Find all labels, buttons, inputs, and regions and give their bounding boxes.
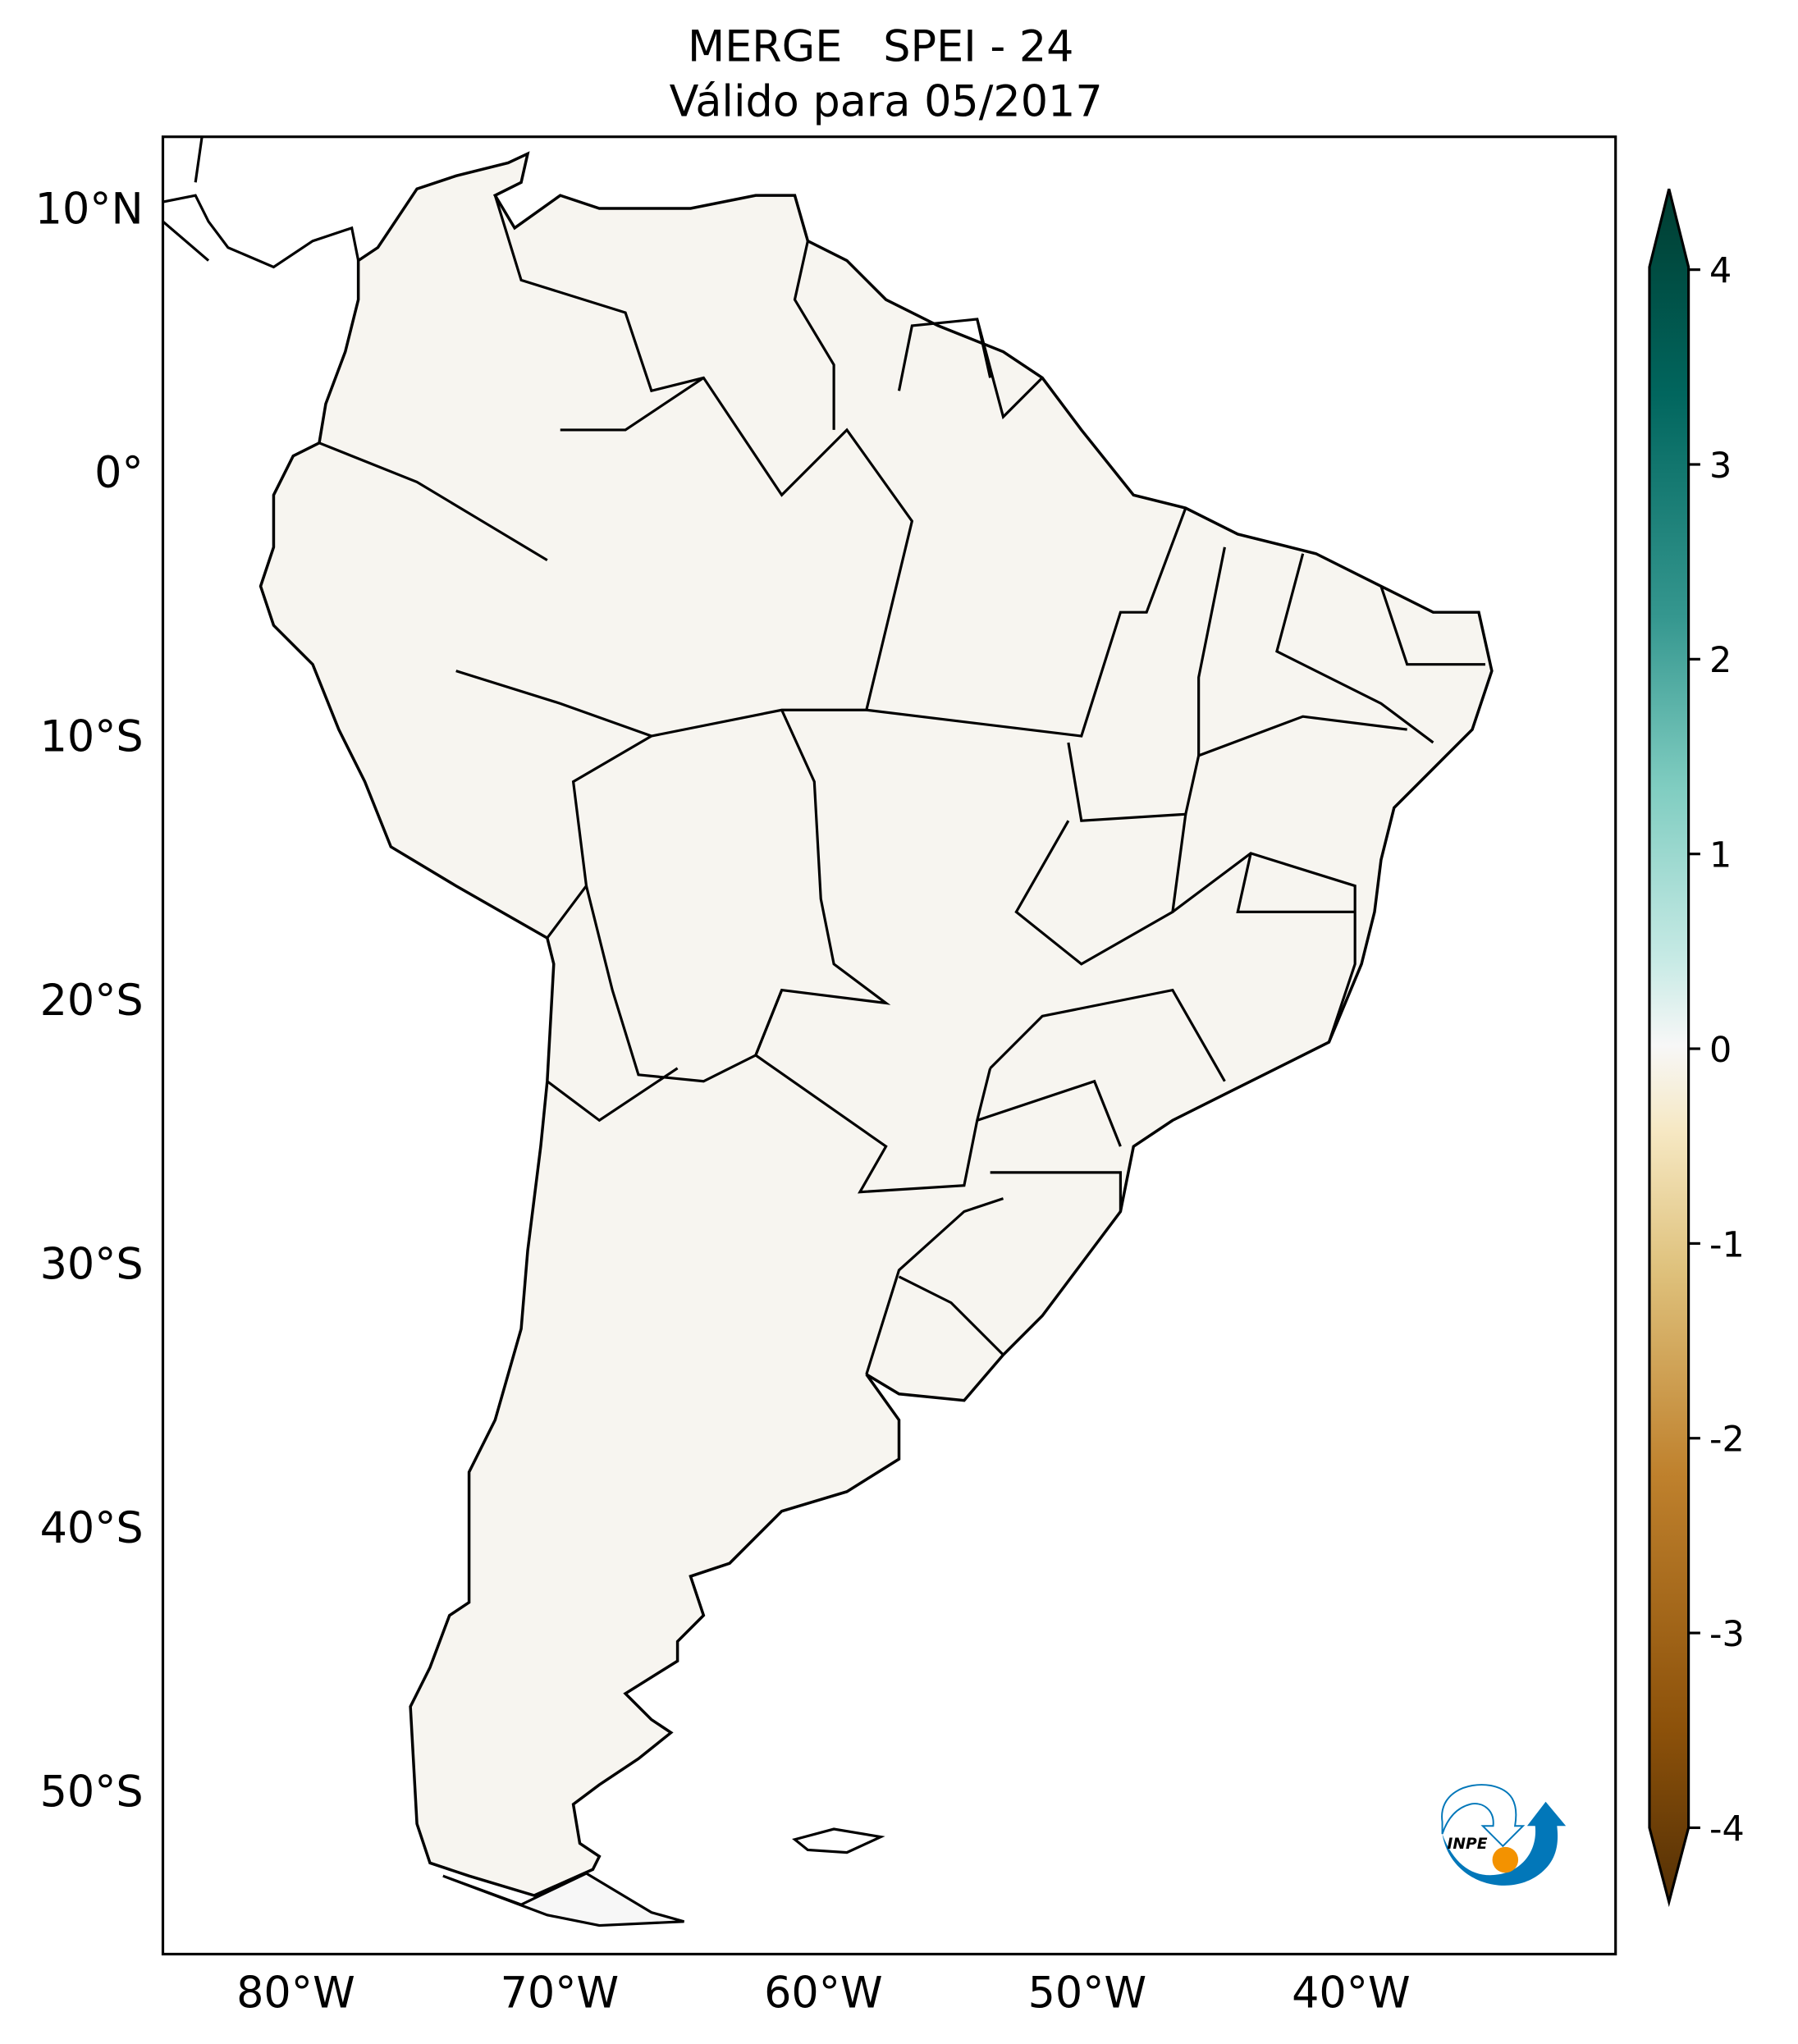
logo-thin-arrow-icon [1441,1784,1526,1848]
longitude-label: 40°W [1292,1969,1411,2019]
latitude-label: 10°S [40,711,144,761]
colorbar-tick-label: -1 [1709,1224,1745,1265]
logo-sun-icon [1492,1846,1519,1873]
colorbar-tick-label: 2 [1709,640,1732,681]
map-frame [161,135,1617,1956]
colorbar-body [1648,188,1690,1908]
logo-text: INPE [1447,1836,1487,1853]
longitude-label: 70°W [501,1969,620,2019]
colorbar-tick-label: 3 [1709,446,1732,487]
inpe-logo: INPE [1441,1784,1567,1886]
title-line-2: Válido para 05/2017 [670,76,1103,126]
colorbar-tick-label: 4 [1709,251,1732,292]
logo-swoosh-icon [1442,1801,1567,1886]
latitude-label: 0° [94,448,144,498]
colorbar-tick-label: -4 [1709,1809,1745,1850]
latitude-label: 50°S [40,1767,144,1817]
falkland-islands [792,1827,885,1854]
colorbar: 4 3 2 1 0 -1 -2 -3 -4 [1648,188,1745,1908]
latitude-label: 30°S [40,1239,144,1289]
country-borders [318,194,1485,1375]
latitude-label: 40°S [40,1503,144,1553]
colorbar-ticks: 4 3 2 1 0 -1 -2 -3 -4 [1688,251,1745,1850]
latitude-label: 10°N [35,184,144,234]
latitude-labels: 10°N 0° 10°S 20°S 30°S 40°S 50°S [35,184,144,1817]
central-america-coast [162,136,360,269]
longitude-label: 50°W [1028,1969,1147,2019]
longitude-labels: 80°W 70°W 60°W 50°W 40°W [236,1969,1411,2019]
longitude-label: 60°W [764,1969,883,2019]
colorbar-tick-label: 0 [1709,1030,1732,1071]
longitude-label: 80°W [236,1969,355,2019]
colorbar-tick-label: -2 [1709,1420,1745,1461]
title-line-1: MERGE SPEI - 24 [688,22,1074,72]
colorbar-tick-label: 1 [1709,835,1732,876]
latitude-label: 20°S [40,976,144,1026]
map-area [161,135,1617,1956]
colorbar-tick-label: -3 [1709,1614,1745,1655]
